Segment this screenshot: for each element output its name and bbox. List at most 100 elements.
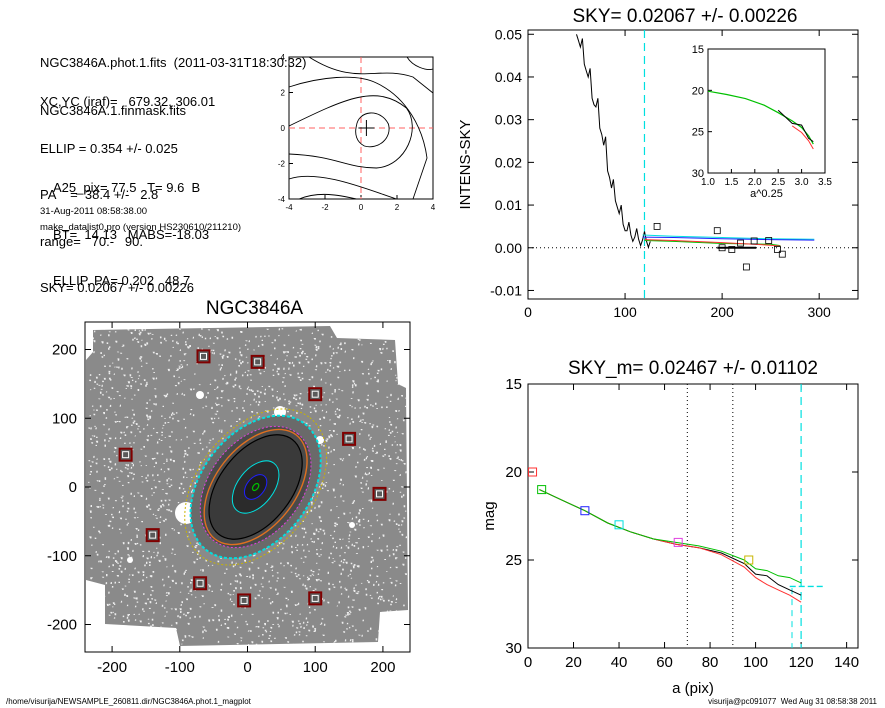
- sky-box-inner: [196, 579, 204, 587]
- sky-box-inner: [199, 352, 207, 360]
- header-line: SKY= 0.02067 +/- 0.00226: [40, 280, 194, 295]
- isophote-inner-blue: [243, 474, 268, 500]
- isophote-cyan: [189, 414, 322, 560]
- sky-box-inner: [376, 490, 384, 498]
- x-tick-label: 140: [834, 654, 859, 671]
- y-tick-label: -0.01: [490, 282, 522, 298]
- masked-star: [316, 436, 324, 444]
- isophote-core-green: [251, 482, 260, 492]
- profile-tail-line: [644, 239, 781, 247]
- inset-y-tick-label: 15: [692, 44, 704, 56]
- masked-star: [237, 517, 243, 523]
- sky-box-inner: [311, 390, 319, 398]
- y-tick-label: 100: [52, 410, 77, 427]
- sky-box-inner: [122, 451, 130, 459]
- header-line: XC,YC (iraf)= 679.32, 306.01: [40, 94, 216, 109]
- sky-box-inner: [311, 594, 319, 602]
- inset-y-tick-label: 25: [692, 127, 704, 139]
- mag-marker-square: [537, 485, 547, 495]
- y-tick-label: 0.04: [495, 69, 522, 85]
- contour-line: [298, 193, 357, 200]
- inset-y-tick-label: 20: [692, 85, 704, 97]
- data-point-square: [765, 237, 773, 244]
- inset-y-tick-label: 30: [692, 168, 704, 180]
- mag-marker-square: [673, 537, 683, 547]
- header-program: make_datalist0.pro (version HS230610/211…: [40, 222, 242, 233]
- y-tick-label: -100: [47, 548, 77, 565]
- y-tick-label: 0.03: [495, 112, 522, 128]
- x-tick-label: 100: [303, 659, 328, 676]
- y-tick-label: 15: [505, 376, 522, 393]
- sky-box-marker: [193, 576, 208, 591]
- y-tick-label: 30: [505, 640, 522, 657]
- x-tick-label: -4: [285, 203, 293, 212]
- isophote-magenta: [199, 425, 312, 549]
- x-axis-label: a (pix): [672, 680, 714, 697]
- sky-box-marker: [250, 354, 265, 369]
- chart-title: SKY= 0.02067 +/- 0.00226: [572, 6, 797, 27]
- y-tick-label: 0.00: [495, 240, 522, 256]
- x-tick-label: 80: [702, 654, 719, 671]
- mag-profile-red: [539, 489, 802, 603]
- inset-x-axis-label: a^0.25: [750, 188, 783, 200]
- sky-box-marker: [196, 349, 211, 364]
- data-point-square: [778, 250, 786, 258]
- chart-title: SKY_m= 0.02467 +/- 0.01102: [568, 358, 818, 379]
- y-tick-label: -4: [278, 195, 286, 204]
- masked-star: [196, 391, 204, 399]
- header-block-c: A25_pix= 77.5 T= 9.6 B BT= 14.13 MABS=-1…: [53, 149, 209, 304]
- x-tick-label: 200: [710, 304, 734, 320]
- y-tick-label: -2: [278, 160, 286, 169]
- sky-box-marker: [145, 528, 160, 543]
- y-tick-label: 25: [505, 552, 522, 569]
- isophote-orange: [203, 428, 308, 546]
- contour-line: [288, 76, 428, 200]
- inset-frame: [707, 48, 826, 174]
- header-line: ELLIP = 0.354 +/- 0.025: [40, 140, 178, 156]
- galaxy-halo: [190, 415, 321, 559]
- footer-path: /home/visurija/NEWSAMPLE_260811.dir/NGC3…: [6, 697, 251, 706]
- sky-box-marker: [118, 447, 133, 462]
- x-tick-label: -200: [97, 659, 127, 676]
- mag-frame: [527, 383, 859, 649]
- header-line: range= 70.- 90.: [40, 233, 143, 249]
- x-tick-label: 0: [359, 203, 364, 212]
- footer-user-time: visurija@pc091077 Wed Aug 31 08:58:38 20…: [708, 697, 877, 706]
- mag-profile-black: [539, 489, 802, 596]
- y-tick-label: 200: [52, 342, 77, 359]
- image-frame: [84, 321, 411, 653]
- sky-box-marker: [342, 431, 357, 446]
- sky-box-marker: [308, 591, 323, 606]
- profile-tail-line: [642, 234, 815, 240]
- inset-x-tick-label: 3.5: [818, 177, 832, 188]
- y-tick-label: 20: [505, 464, 522, 481]
- x-tick-label: 60: [656, 654, 673, 671]
- intensity-profile-line: [576, 34, 651, 249]
- x-tick-label: 0: [243, 659, 251, 676]
- x-tick-label: 0: [524, 654, 532, 671]
- inset-profile-red: [791, 125, 814, 150]
- y-tick-label: 0: [69, 479, 77, 496]
- mag-profile-green: [539, 489, 802, 584]
- x-tick-label: 20: [565, 654, 582, 671]
- header-line: A25_pix= 77.5 T= 9.6 B: [53, 180, 201, 195]
- header-line: NGC3846A.1.finmask.fits: [40, 103, 186, 118]
- data-point-square: [737, 239, 744, 247]
- x-tick-label: 0: [524, 304, 532, 320]
- mag-marker-square: [614, 520, 624, 530]
- data-point-square: [750, 237, 758, 245]
- inset-x-tick-label: 1.0: [701, 177, 715, 188]
- x-tick-label: 300: [807, 304, 831, 320]
- x-tick-label: 40: [611, 654, 628, 671]
- x-tick-label: 100: [743, 654, 768, 671]
- noise-field-background: [86, 326, 408, 646]
- data-point-square: [718, 244, 726, 252]
- contour-line: [288, 175, 397, 200]
- profile-group: [576, 34, 815, 271]
- sky-box-inner: [254, 358, 262, 366]
- sky-box-marker: [237, 593, 252, 608]
- sky-box-marker: [308, 387, 323, 402]
- masked-star: [274, 406, 286, 418]
- inset-x-tick-label: 1.5: [724, 177, 738, 188]
- header-line: BT= 14.13 MABS=-18.03: [53, 226, 210, 242]
